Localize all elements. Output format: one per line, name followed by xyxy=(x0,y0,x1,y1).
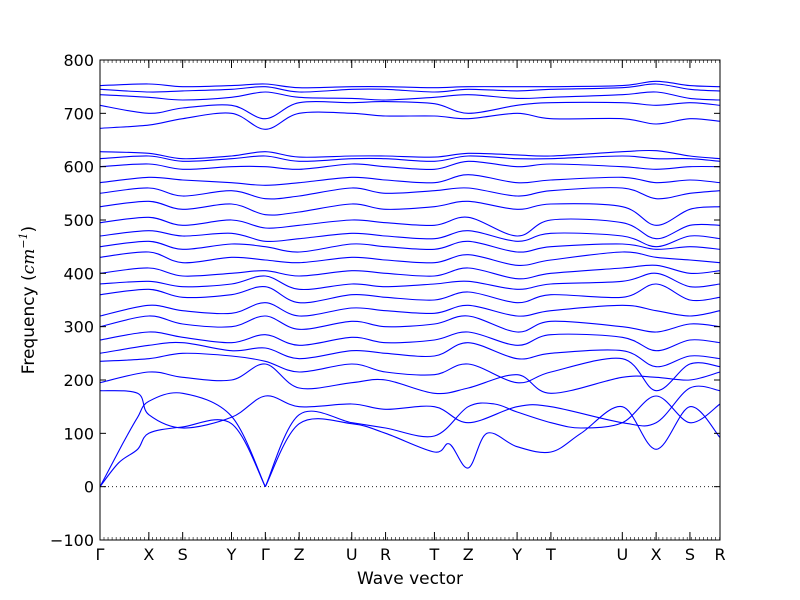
band-line-7 xyxy=(99,352,721,392)
x-tick-label: U xyxy=(616,545,628,564)
x-tick-label: X xyxy=(651,545,662,564)
band-line-2 xyxy=(99,392,266,487)
y-axis-unit-exponent: −1 xyxy=(17,232,30,248)
x-tick-label: T xyxy=(429,545,440,564)
x-tick-label: Γ xyxy=(96,545,105,564)
band-line-12 xyxy=(99,283,721,304)
band-line-4 xyxy=(264,395,721,487)
y-tick-label: 700 xyxy=(63,104,94,123)
x-tick-label: R xyxy=(380,545,391,564)
band-line-11 xyxy=(99,302,721,317)
series-layer xyxy=(99,80,721,488)
x-tick-label: Z xyxy=(294,545,305,564)
band-line-9 xyxy=(99,331,721,352)
y-axis-unit-base: cm xyxy=(19,249,39,275)
band-line-28 xyxy=(99,83,721,93)
plot-frame xyxy=(99,59,721,541)
y-tick-label: 400 xyxy=(63,264,94,283)
band-line-20 xyxy=(99,187,721,200)
y-tick-label: −100 xyxy=(50,531,94,550)
band-line-25 xyxy=(99,111,721,130)
band-line-19 xyxy=(99,200,721,226)
band-line-5 xyxy=(99,385,721,429)
band-line-22 xyxy=(99,160,721,171)
x-tick-label: S xyxy=(178,545,188,564)
band-line-3 xyxy=(264,406,721,487)
x-tick-label: Y xyxy=(226,545,237,564)
x-tick-label: Γ xyxy=(261,545,270,564)
band-line-18 xyxy=(99,216,721,240)
band-line-6 xyxy=(99,363,721,395)
band-line-14 xyxy=(99,264,721,280)
x-tick-label: R xyxy=(714,545,725,564)
band-line-17 xyxy=(99,230,721,248)
y-axis-ticks: −100 0 100 200 300 400 500 600 700 800 xyxy=(50,51,720,550)
band-line-1 xyxy=(99,419,266,488)
y-axis-unit-paren-open: ( xyxy=(19,274,39,281)
x-tick-label: Y xyxy=(511,545,522,564)
y-tick-label: 200 xyxy=(63,371,94,390)
x-tick-label: Z xyxy=(463,545,474,564)
y-axis-title-text: Frequency xyxy=(19,281,39,374)
band-line-23 xyxy=(99,155,721,162)
band-line-10 xyxy=(99,315,721,333)
x-tick-label: U xyxy=(346,545,358,564)
y-axis-unit-paren-close: ) xyxy=(19,226,39,233)
band-line-16 xyxy=(99,240,721,253)
band-line-8 xyxy=(99,341,721,368)
y-tick-label: 100 xyxy=(63,424,94,443)
x-tick-label: X xyxy=(143,545,154,564)
band-line-13 xyxy=(99,272,721,291)
y-tick-label: 0 xyxy=(84,478,94,497)
x-axis-title: Wave vector xyxy=(357,569,463,589)
band-line-29 xyxy=(99,80,721,89)
band-line-15 xyxy=(99,251,721,266)
y-tick-label: 500 xyxy=(63,211,94,230)
y-tick-label: 300 xyxy=(63,318,94,337)
plot-background xyxy=(100,60,720,540)
band-line-24 xyxy=(99,149,721,160)
y-axis-title: Frequency (cm−1) xyxy=(17,226,39,374)
y-tick-label: 600 xyxy=(63,158,94,177)
band-line-27 xyxy=(99,91,721,101)
x-tick-label: T xyxy=(545,545,556,564)
band-line-21 xyxy=(99,174,721,186)
x-tick-label: S xyxy=(685,545,695,564)
band-line-26 xyxy=(99,100,721,120)
y-tick-label: 800 xyxy=(63,51,94,70)
